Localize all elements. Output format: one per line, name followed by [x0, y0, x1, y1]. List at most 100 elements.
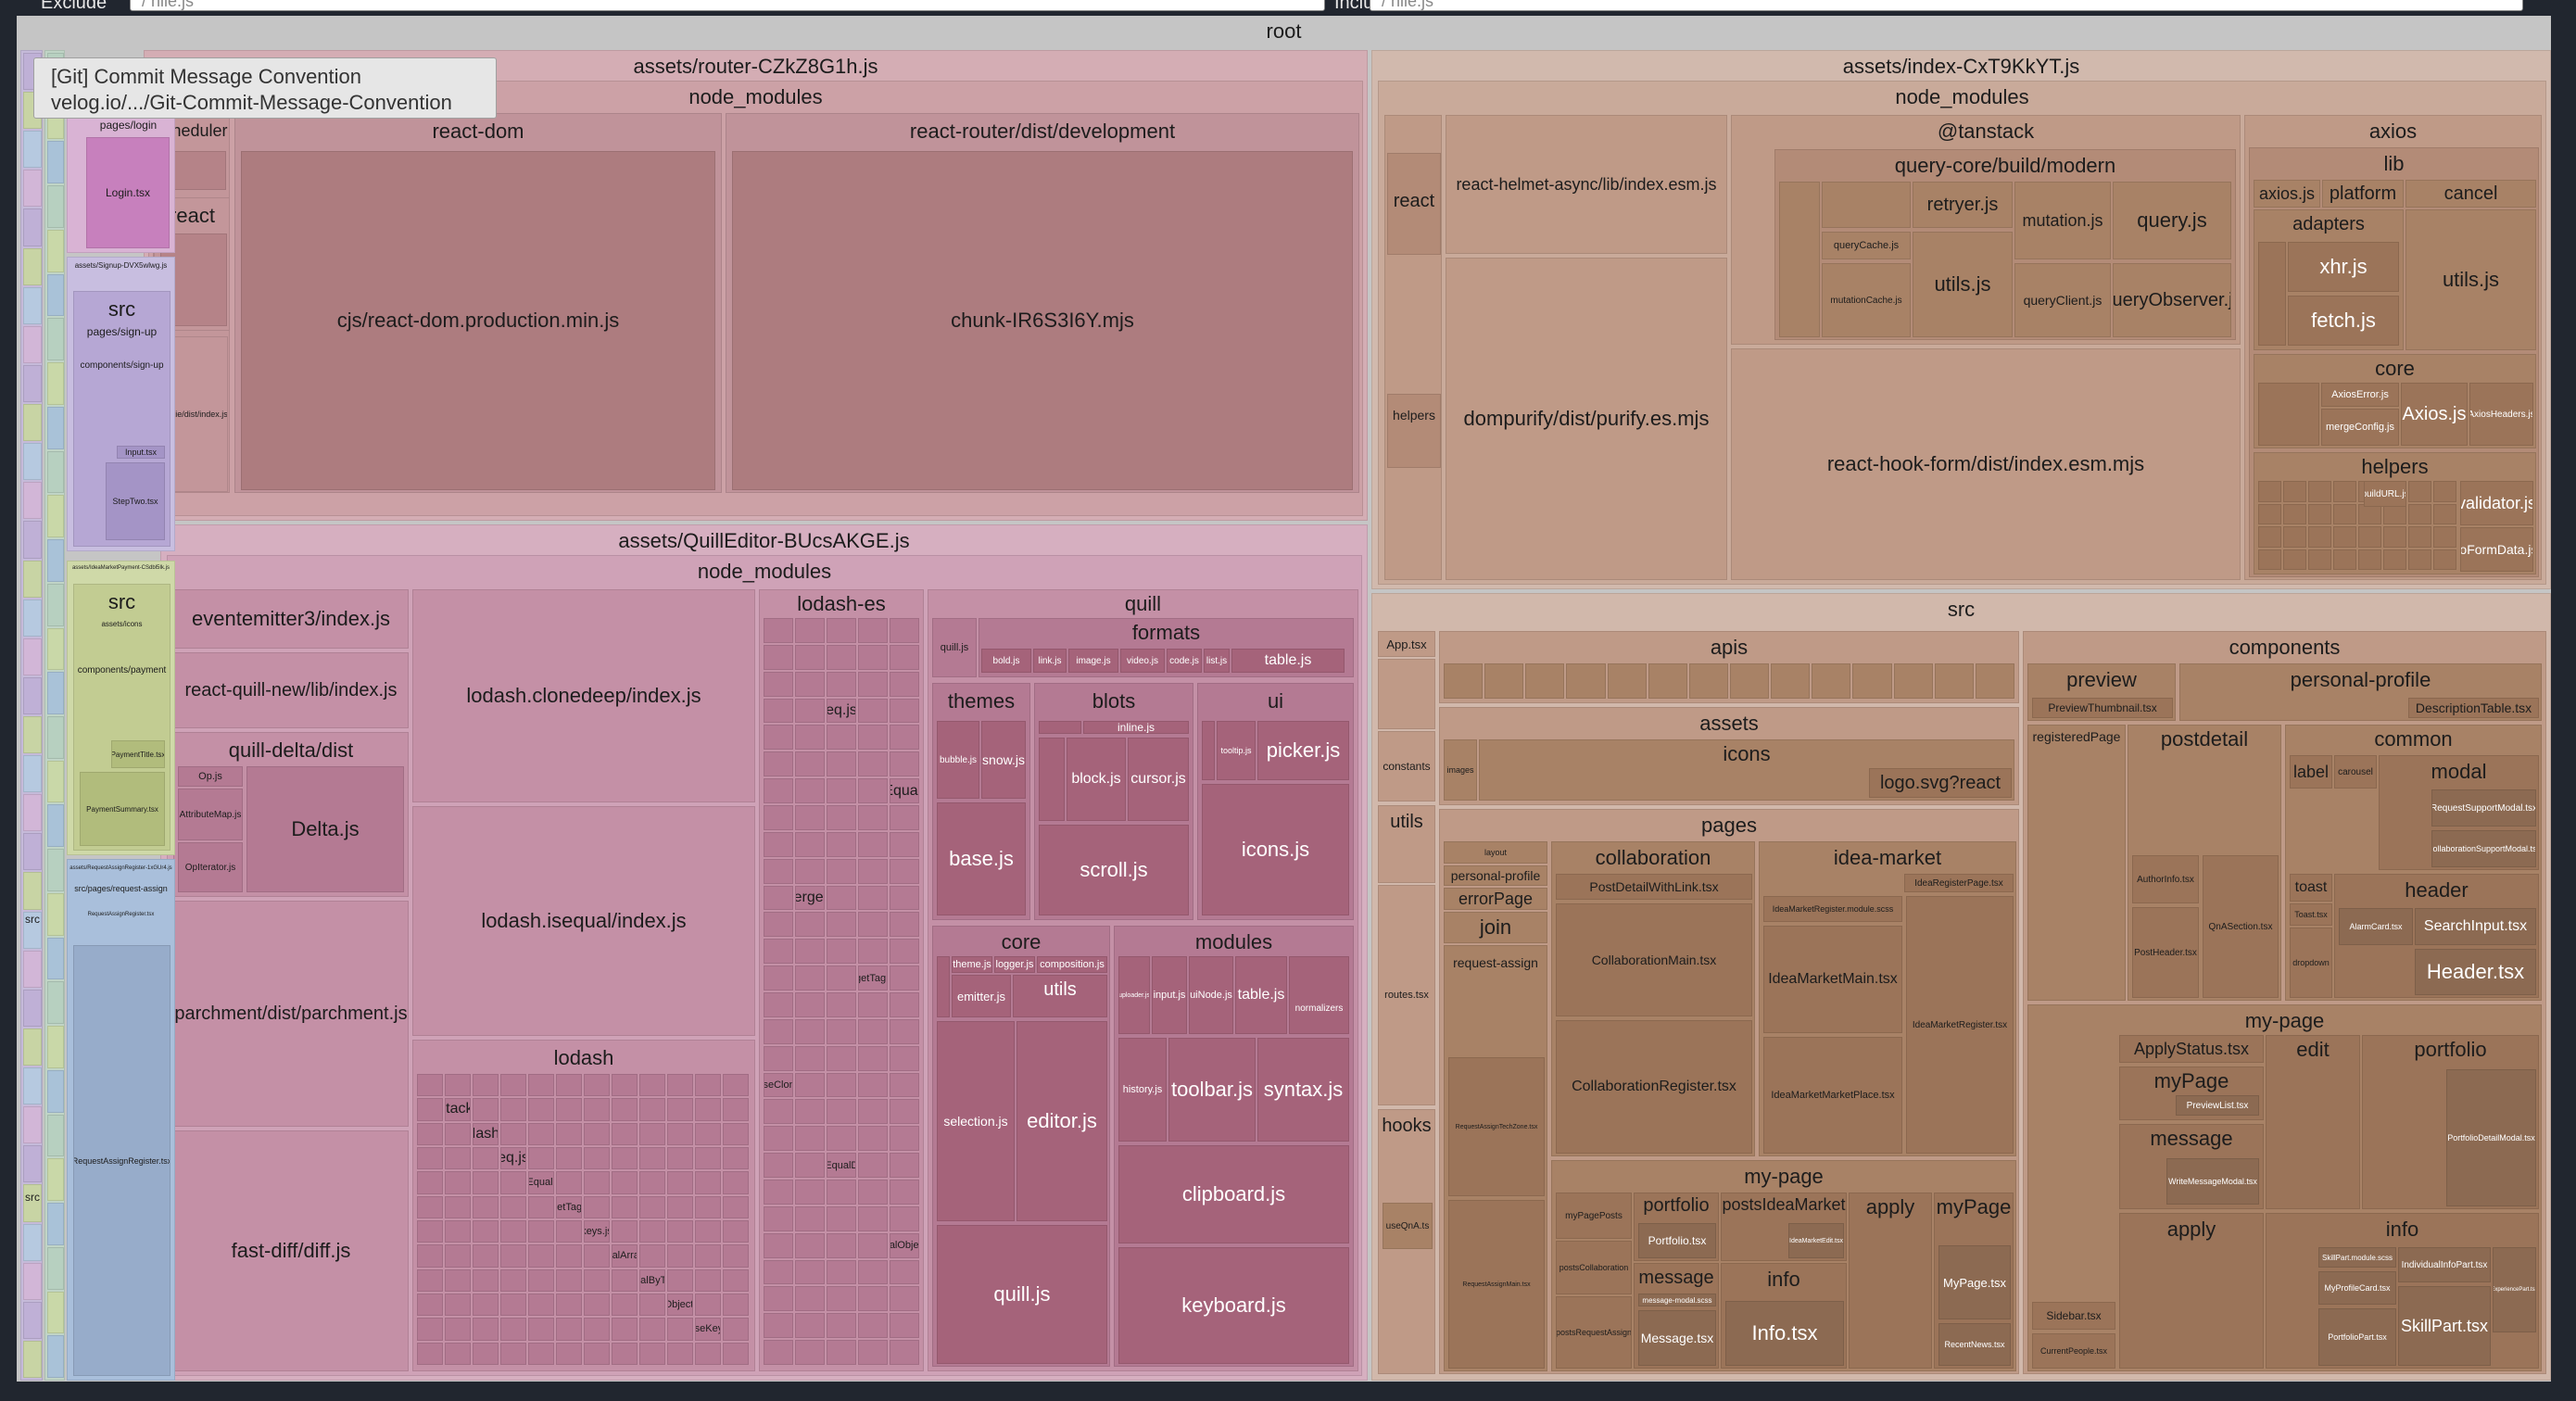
small-file-cell[interactable]	[23, 560, 42, 598]
small-file-cell[interactable]	[528, 1122, 554, 1145]
fetch-file[interactable]: fetch.js	[2288, 296, 2399, 346]
small-file-cell[interactable]	[890, 1045, 919, 1071]
small-file-cell[interactable]	[2408, 549, 2431, 570]
small-file-cell[interactable]	[417, 1147, 443, 1170]
src-bundle[interactable]: src App.tsx constants utils routes.tsx h…	[1371, 593, 2551, 1381]
ui-small-1[interactable]	[1202, 721, 1215, 780]
small-file-cell[interactable]	[2433, 526, 2456, 548]
small-file-cell[interactable]	[556, 1244, 582, 1268]
message-components-folder[interactable]: message WriteMessageModal.tsx	[2119, 1124, 2264, 1209]
narrow-column-2[interactable]	[44, 50, 65, 1381]
small-file-cell[interactable]	[723, 1074, 749, 1097]
small-file-cell[interactable]	[827, 1259, 856, 1285]
small-file-cell[interactable]	[47, 141, 64, 184]
modules-folder[interactable]: modules uploader.js input.js uiNode.js t…	[1114, 926, 1354, 1367]
small-file-cell[interactable]	[795, 992, 825, 1017]
small-file-cell[interactable]	[764, 698, 793, 724]
layout-folder[interactable]: layout	[1444, 841, 1547, 864]
adapters-folder[interactable]: adapters xhr.js fetch.js	[2254, 209, 2404, 350]
small-file-cell[interactable]	[858, 778, 888, 803]
selection-file[interactable]: selection.js	[937, 1021, 1015, 1221]
helpers-index-folder[interactable]: helpers	[1387, 394, 1441, 468]
small-file-cell[interactable]	[612, 1074, 638, 1097]
small-file-cell[interactable]	[795, 831, 825, 857]
input-file[interactable]: input.js	[1152, 956, 1187, 1034]
small-file-cell[interactable]	[47, 273, 64, 317]
small-file-cell[interactable]	[827, 831, 856, 857]
toast-file[interactable]: Toast.tsx	[2290, 903, 2332, 926]
base-file[interactable]: base.js	[937, 802, 1026, 915]
mypage-file[interactable]: MyPage.tsx	[1938, 1245, 2011, 1319]
small-file-cell[interactable]	[764, 1259, 793, 1285]
small-file-cell[interactable]	[528, 1147, 554, 1170]
small-file-cell[interactable]	[500, 1098, 526, 1121]
small-file-cell[interactable]	[858, 1259, 888, 1285]
small-file-cell[interactable]	[667, 1220, 693, 1243]
table-module-file[interactable]: table.js	[1235, 956, 1287, 1034]
small-file-cell[interactable]	[695, 1268, 721, 1292]
small-file-cell[interactable]	[827, 1045, 856, 1071]
personal-profile-components-folder[interactable]: personal-profile DescriptionTable.tsx	[2179, 663, 2542, 721]
retryer-file[interactable]: retryer.js	[1913, 182, 2013, 228]
small-file-cell[interactable]	[890, 618, 919, 643]
header-file[interactable]: Header.tsx	[2415, 949, 2536, 995]
small-file-cell[interactable]	[500, 1122, 526, 1145]
small-file-cell[interactable]: eq.js	[827, 698, 856, 724]
history-file[interactable]: history.js	[1118, 1038, 1167, 1142]
small-file-cell[interactable]	[858, 1286, 888, 1312]
small-file-cell[interactable]: eq.js	[500, 1147, 526, 1170]
idea-register-module-file[interactable]: IdeaMarketRegister.module.scss	[1763, 896, 1902, 922]
uploader-file[interactable]: uploader.js	[1118, 956, 1150, 1034]
carousel-folder[interactable]: carousel	[2334, 755, 2377, 789]
info-file[interactable]: Info.tsx	[1725, 1301, 1844, 1366]
small-file-cell[interactable]	[445, 1195, 471, 1218]
small-file-cell[interactable]	[890, 966, 919, 991]
idea-market-folder[interactable]: idea-market IdeaRegisterPage.tsx IdeaMar…	[1759, 841, 2016, 1156]
small-file-cell[interactable]	[827, 1232, 856, 1258]
small-file-cell[interactable]	[639, 1195, 665, 1218]
small-file-cell[interactable]	[795, 1126, 825, 1152]
axios-error-file[interactable]: AxiosError.js	[2321, 383, 2399, 407]
idea-market-register-file[interactable]: IdeaMarketRegister.tsx	[1906, 896, 2014, 1154]
small-file-cell[interactable]	[827, 1313, 856, 1339]
mypage-components-folder[interactable]: myPage PreviewList.tsx	[2119, 1067, 2264, 1120]
small-file-cell[interactable]: _baseClone.js	[764, 1072, 793, 1098]
small-file-cell[interactable]	[47, 406, 64, 449]
small-file-cell[interactable]	[858, 1099, 888, 1125]
themes-folder[interactable]: themes bubble.js snow.js base.js	[932, 683, 1030, 920]
small-file-cell[interactable]	[827, 912, 856, 938]
request-assign-tech-file[interactable]: RequestAssignTechZone.tsx	[1448, 1057, 1545, 1196]
assets-src-folder[interactable]: assets images icons logo.svg?react	[1439, 707, 2019, 805]
parchment-file[interactable]: parchment/dist/parchment.js	[173, 901, 409, 1127]
payment-summary-file[interactable]: PaymentSummary.tsx	[80, 772, 165, 846]
small-file-cell[interactable]	[500, 1318, 526, 1341]
small-file-cell[interactable]	[890, 1180, 919, 1205]
build-url-file[interactable]: buildURL.js	[2364, 481, 2406, 507]
ui-node-file[interactable]: uiNode.js	[1189, 956, 1233, 1034]
idea-market-main-file[interactable]: IdeaMarketMain.tsx	[1763, 926, 1902, 1033]
edit-folder[interactable]: edit	[2266, 1035, 2360, 1209]
small-file-cell[interactable]	[2408, 503, 2431, 524]
small-file-cell[interactable]	[795, 1072, 825, 1098]
small-file-cell[interactable]	[417, 1220, 443, 1243]
idea-register-page-file[interactable]: IdeaRegisterPage.tsx	[1904, 874, 2014, 892]
small-file-cell[interactable]	[47, 583, 64, 626]
adapter-small[interactable]	[2258, 242, 2286, 346]
small-file-cell[interactable]	[795, 1153, 825, 1178]
utils-src-folder[interactable]: utils	[1378, 805, 1435, 883]
small-file-cell[interactable]	[827, 939, 856, 965]
small-file-cell[interactable]	[23, 1145, 42, 1183]
components-folder[interactable]: components preview PreviewThumbnail.tsx …	[2023, 631, 2546, 1374]
core-small[interactable]	[937, 956, 950, 1017]
small-file-cell[interactable]	[417, 1098, 443, 1121]
small-file-cell[interactable]	[2308, 549, 2331, 570]
small-file-cell[interactable]	[2433, 503, 2456, 524]
small-file-cell[interactable]	[47, 1335, 64, 1378]
small-file-cell[interactable]	[23, 716, 42, 754]
hooks-folder[interactable]: hooks useQnA.ts	[1378, 1109, 1435, 1374]
small-file-cell[interactable]	[764, 751, 793, 777]
small-file-cell[interactable]	[2308, 526, 2331, 548]
small-file-cell[interactable]	[528, 1268, 554, 1292]
query-cache-file[interactable]: queryCache.js	[1822, 232, 1911, 259]
xhr-file[interactable]: xhr.js	[2288, 242, 2399, 292]
